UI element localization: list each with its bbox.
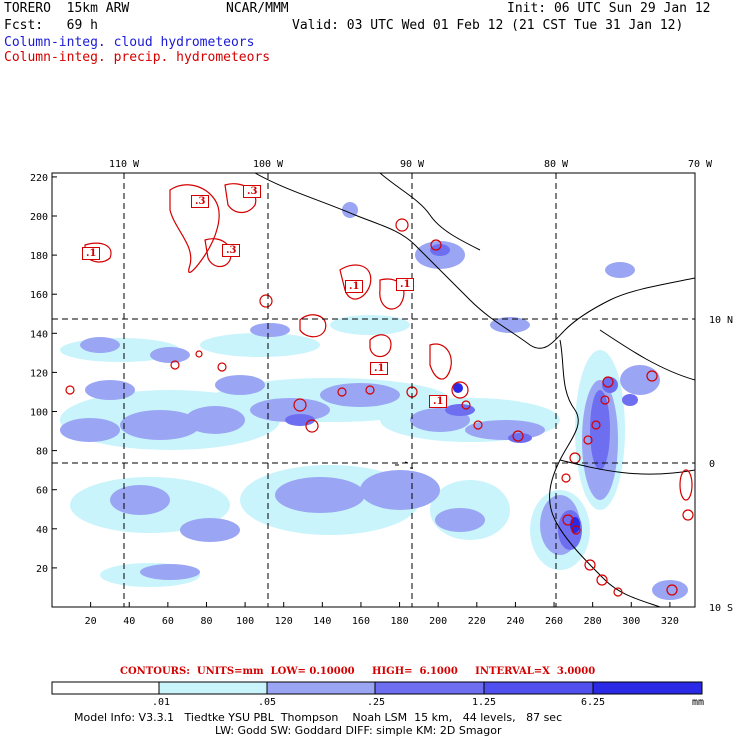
forecast-hour: Fcst: 69 h [4,18,98,33]
colorbar-bin-5 [592,681,703,695]
y-tick-label: 200 [30,212,48,223]
x-tick-label: 160 [352,616,370,627]
lat-labels: 10 N 0 10 S [709,315,733,614]
x-tick-label: 40 [123,616,135,627]
model-info-line1: Model Info: V3.3.1 Tiedtke YSU PBL Thomp… [74,711,563,724]
lon-label-90w: 90 W [400,159,425,170]
colorbar-bin-4 [483,681,594,695]
lat-label-0: 0 [709,459,715,470]
x-tick-label: 300 [622,616,640,627]
y-tick-label: 220 [30,173,48,184]
valid-time: Valid: 03 UTC Wed 01 Feb 12 (21 CST Tue … [292,18,684,33]
y-tick-label: 40 [36,525,48,536]
colorbar-bin-0 [51,681,160,695]
cloud-field [60,202,688,600]
colorbar-label: .05 [258,697,277,708]
x-tick-label: 320 [661,616,679,627]
x-tick-label: 200 [429,616,447,627]
lon-label-80w: 80 W [544,159,569,170]
colorbar-label: 1.25 [472,697,497,708]
contour-label: .1 [396,278,415,291]
x-tick-label: 280 [584,616,602,627]
y-tick-label: 60 [36,486,48,497]
lat-label-10s: 10 S [709,603,733,614]
lat-label-10n: 10 N [709,315,733,326]
contour-label: .1 [370,362,389,375]
colorbar-label: .01 [152,697,171,708]
organization: NCAR/MMM [226,1,289,16]
contour-label: .1 [429,395,448,408]
colorbar-label: 6.25 [581,697,606,708]
y-tick-label: 80 [36,447,48,458]
contour-label: .3 [222,244,241,257]
y-tick-label: 120 [30,368,48,379]
colorbar-bin-1 [158,681,268,695]
y-ticks: 220 200 180 160 140 120 100 80 60 40 20 [30,173,57,575]
x-ticks: 20 40 60 80 100 120 140 160 180 200 220 240 260 280 30… [85,602,679,627]
y-tick-label: 140 [30,329,48,340]
model-name: TORERO 15km ARW [4,1,130,16]
y-tick-label: 20 [36,564,48,575]
lon-label-100w: 100 W [253,159,284,170]
lon-labels: 110 W 100 W 90 W 80 W 70 W [109,159,713,170]
contours-info: CONTOURS: UNITS=mm LOW= 0.10000 HIGH= 6.… [120,666,596,677]
x-tick-label: 260 [545,616,563,627]
colorbar-bin-2 [266,681,376,695]
contour-label: .1 [82,247,101,260]
x-tick-label: 100 [236,616,254,627]
x-tick-label: 120 [275,616,293,627]
field-red-title: Column-integ. precip. hydrometeors [4,50,271,65]
init-time: Init: 06 UTC Sun 29 Jan 12 [507,1,711,16]
x-tick-label: 60 [162,616,174,627]
colorbar [51,681,703,695]
x-tick-label: 220 [468,616,486,627]
x-tick-label: 180 [391,616,409,627]
model-info-line2: LW: Godd SW: Goddard DIFF: simple KM: 2D… [215,724,502,737]
x-tick-label: 20 [85,616,97,627]
colorbar-bin-3 [374,681,485,695]
colorbar-label: .25 [367,697,386,708]
contour-label: .3 [191,195,210,208]
y-tick-label: 160 [30,290,48,301]
field-blue-title: Column-integ. cloud hydrometeors [4,35,255,50]
lon-label-70w: 70 W [688,159,713,170]
x-tick-label: 140 [313,616,331,627]
x-tick-label: 80 [200,616,212,627]
map-border [51,172,696,608]
contour-label: .3 [243,185,262,198]
contour-label: .1 [345,280,364,293]
x-tick-label: 240 [506,616,524,627]
colorbar-units: mm [692,697,705,708]
graticule [52,173,695,607]
y-tick-label: 100 [30,408,48,419]
lon-label-110w: 110 W [109,159,140,170]
y-tick-label: 180 [30,251,48,262]
